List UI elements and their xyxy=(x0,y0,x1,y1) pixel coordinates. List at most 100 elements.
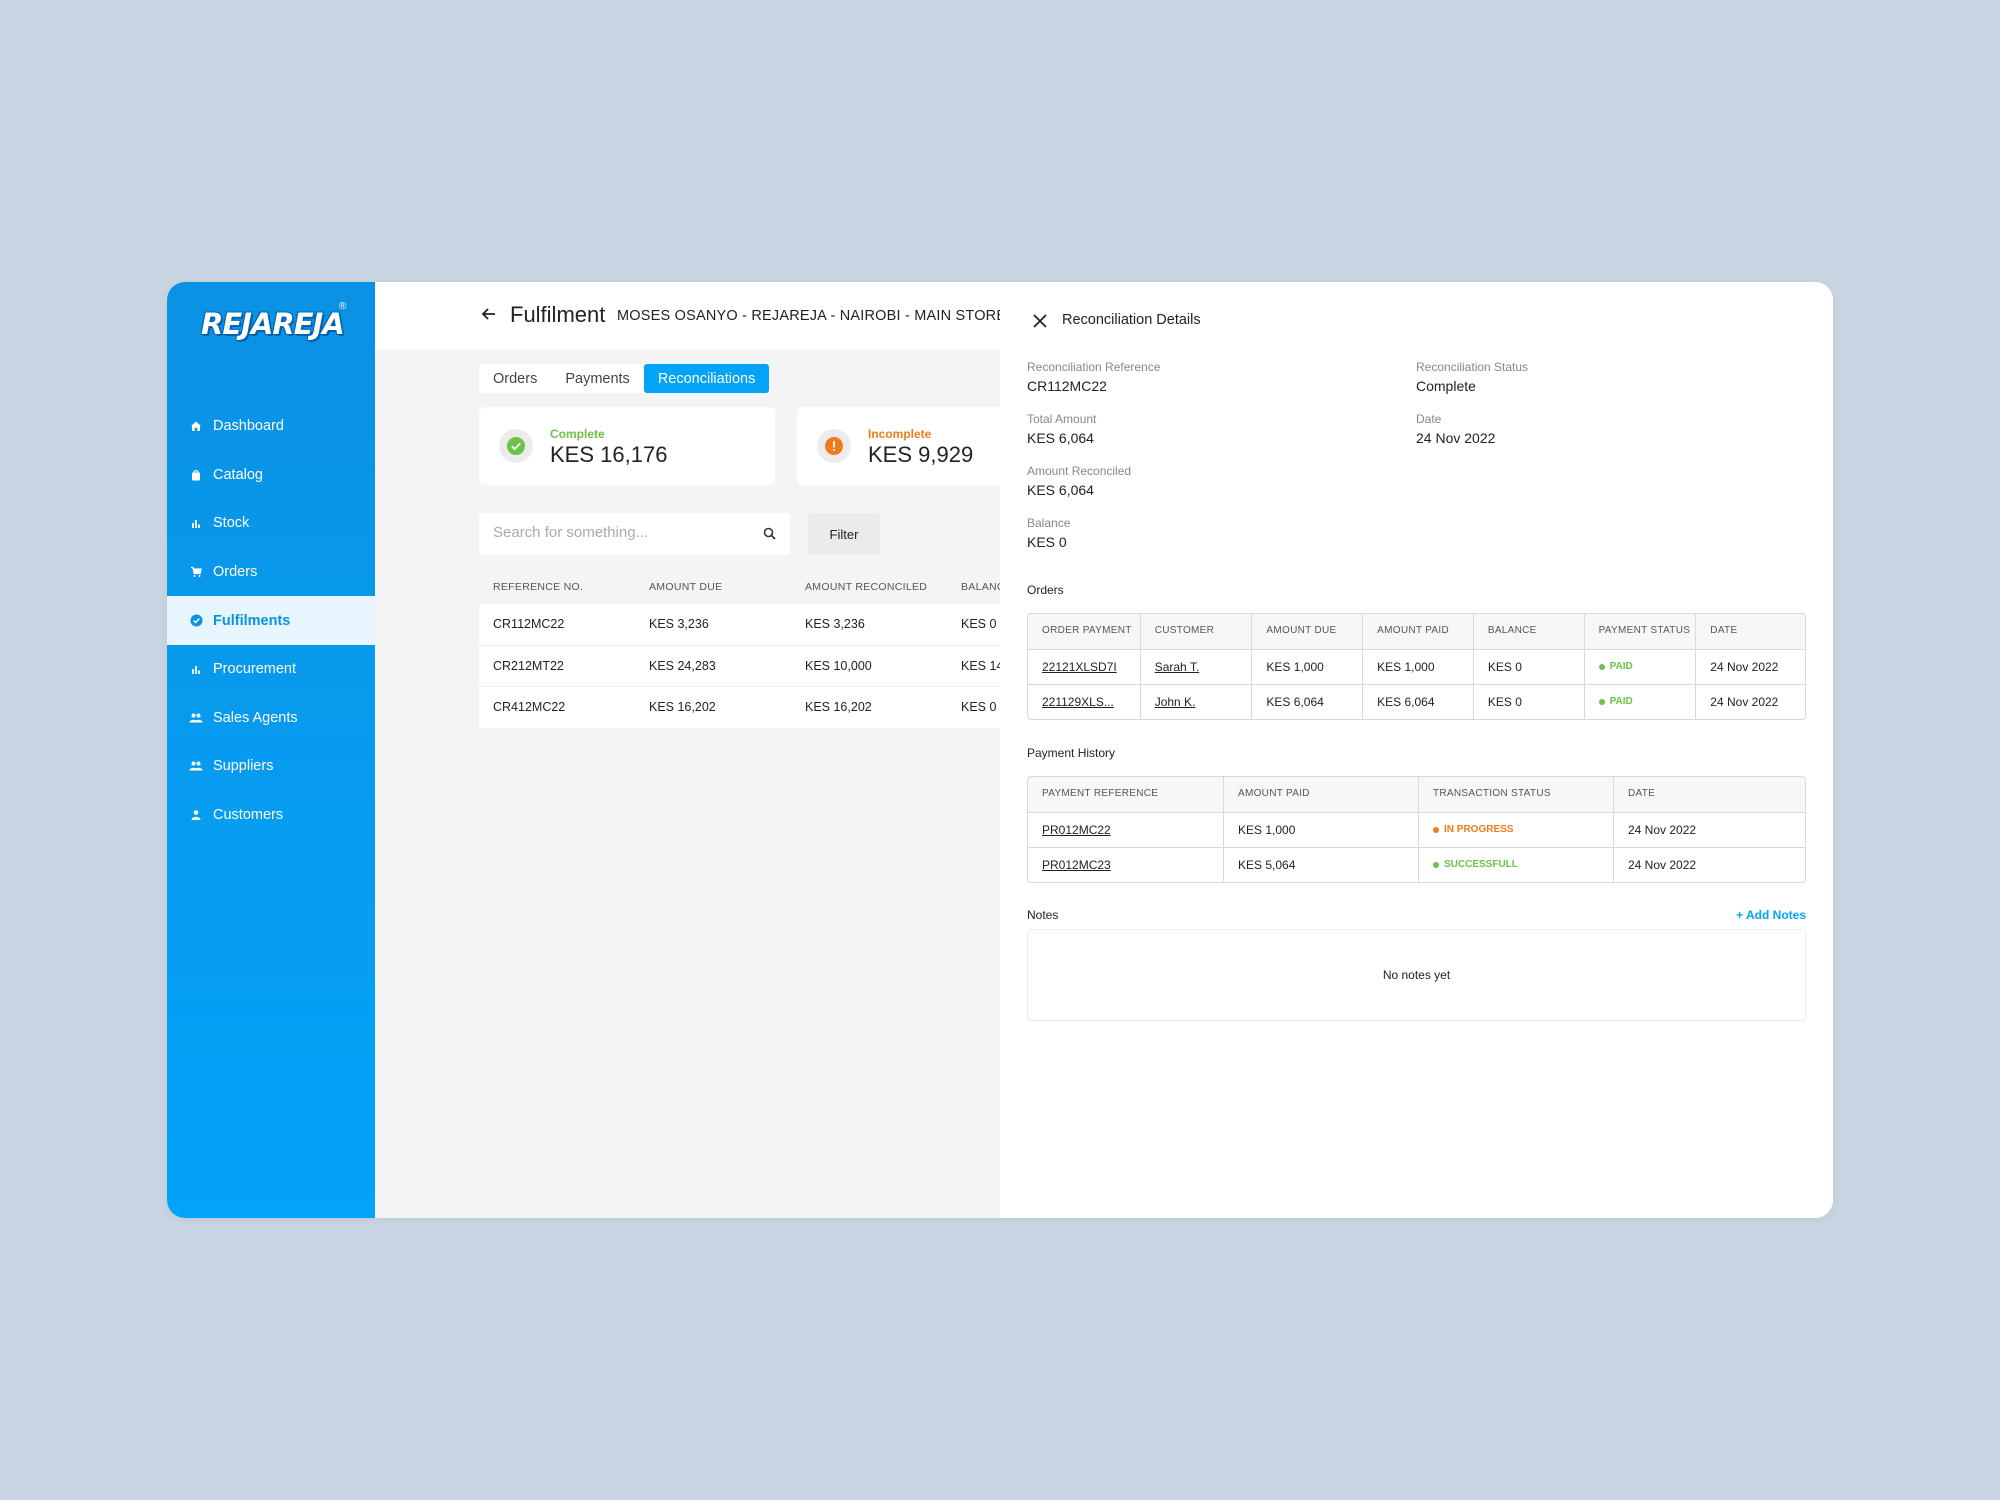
customer-link[interactable]: John K. xyxy=(1154,694,1196,709)
payment-history-section-title: Payment History xyxy=(1027,746,1116,760)
store-name: MOSES OSANYO - REJAREJA - NAIROBI - MAIN… xyxy=(617,308,1028,324)
balance-cell: KES 0 xyxy=(1472,650,1584,684)
column-header: TRANSACTION STATUS xyxy=(1418,777,1613,812)
reference-cell: CR412MC22 xyxy=(493,700,566,715)
column-header: AMOUNT PAID xyxy=(1223,777,1418,812)
payment-status-cell: PAID xyxy=(1583,650,1696,684)
alert-circle-icon xyxy=(817,429,851,463)
table-header: REFERENCE NO. AMOUNT DUE AMOUNT RECONCIL… xyxy=(479,569,1019,604)
check-circle-icon xyxy=(499,429,533,463)
home-icon xyxy=(189,419,203,433)
table-row: 22121XLSD7I Sarah T. KES 1,000 KES 1,000… xyxy=(1028,649,1805,684)
amount-reconciled-cell: KES 10,000 xyxy=(805,658,872,673)
balance-label: Balance xyxy=(1027,516,1071,530)
column-header: AMOUNT DUE xyxy=(1251,614,1362,649)
column-header: DATE xyxy=(1613,777,1805,812)
sidebar-item-label: Procurement xyxy=(213,661,297,678)
amount-due-cell: KES 1,000 xyxy=(1251,650,1362,684)
column-header: REFERENCE NO. xyxy=(493,580,584,593)
status-text: SUCCESSFULL xyxy=(1444,858,1518,870)
search-icon[interactable] xyxy=(763,527,776,545)
amount-due-cell: KES 3,236 xyxy=(649,617,709,632)
tab-bar: Orders Payments Reconciliations xyxy=(479,364,770,393)
transaction-status-cell: SUCCESSFULL xyxy=(1418,848,1613,882)
add-notes-button[interactable]: + Add Notes xyxy=(1736,908,1806,922)
status-text: IN PROGRESS xyxy=(1444,823,1514,835)
payment-reference-link[interactable]: PR012MC23 xyxy=(1042,857,1111,872)
column-header: AMOUNT DUE xyxy=(649,580,723,593)
search-input[interactable] xyxy=(493,524,743,541)
app-window: REJAREJA ® Dashboard Catalog Stock Order… xyxy=(167,282,1833,1218)
notes-section-title: Notes xyxy=(1027,908,1059,922)
sidebar-item-sales-agents[interactable]: Sales Agents xyxy=(167,694,375,743)
balance-cell: KES 0 xyxy=(1472,685,1584,719)
notes-empty-text: No notes yet xyxy=(1382,968,1451,982)
complete-summary-card: Complete KES 16,176 xyxy=(479,407,775,485)
people-icon xyxy=(189,711,203,725)
column-header: CUSTOMER xyxy=(1139,614,1252,649)
status-badge: SUCCESSFULL xyxy=(1433,858,1518,871)
sidebar-nav: Dashboard Catalog Stock Orders Fulfilmen… xyxy=(167,402,375,839)
back-arrow-icon[interactable] xyxy=(479,304,499,324)
date-label: Date xyxy=(1416,412,1442,426)
logo-text: REJAREJA xyxy=(201,307,345,341)
close-icon[interactable] xyxy=(1032,313,1048,329)
reference-cell: CR212MT22 xyxy=(493,658,564,673)
total-amount-value: KES 6,064 xyxy=(1027,430,1094,446)
column-header: PAYMENT STATUS xyxy=(1583,614,1696,649)
payment-reference-link[interactable]: PR012MC22 xyxy=(1042,822,1111,837)
logo[interactable]: REJAREJA ® xyxy=(201,297,351,357)
date-cell: 24 Nov 2022 xyxy=(1613,848,1805,882)
customer-cell: John K. xyxy=(1139,685,1252,719)
column-header: BALANCE xyxy=(1472,614,1584,649)
sidebar-item-catalog[interactable]: Catalog xyxy=(167,451,375,500)
check-circle-icon xyxy=(189,614,203,628)
status-dot xyxy=(1433,862,1439,868)
status-text: PAID xyxy=(1609,660,1633,672)
table-row[interactable]: CR212MT22 KES 24,283 KES 10,000 KES 14 xyxy=(479,646,1019,687)
column-header: PAYMENT REFERENCE xyxy=(1042,788,1159,800)
amount-due-cell: KES 6,064 xyxy=(1251,685,1362,719)
bar-chart-icon xyxy=(189,662,203,676)
table-header: ORDER PAYMENT CUSTOMER AMOUNT DUE AMOUNT… xyxy=(1028,614,1805,649)
sidebar-item-label: Catalog xyxy=(213,466,263,483)
order-link[interactable]: 22121XLSD7I xyxy=(1042,659,1117,674)
payment-status-cell: PAID xyxy=(1583,685,1696,719)
drawer-title: Reconciliation Details xyxy=(1062,312,1201,328)
balance-value: KES 0 xyxy=(1027,534,1067,550)
person-icon xyxy=(189,808,203,822)
sidebar-item-suppliers[interactable]: Suppliers xyxy=(167,742,375,791)
table-header: PAYMENT REFERENCE AMOUNT PAID TRANSACTIO… xyxy=(1028,777,1805,812)
filter-button[interactable]: Filter xyxy=(808,513,880,555)
tab-orders[interactable]: Orders xyxy=(493,370,538,387)
total-amount-label: Total Amount xyxy=(1027,412,1097,426)
table-row[interactable]: CR412MC22 KES 16,202 KES 16,202 KES 0 xyxy=(479,687,1019,729)
amount-paid-cell: KES 6,064 xyxy=(1362,685,1473,719)
sidebar-item-dashboard[interactable]: Dashboard xyxy=(167,402,375,451)
status-badge: PAID xyxy=(1598,696,1633,708)
reconciliation-details-drawer: Reconciliation Details Reconciliation Re… xyxy=(1000,282,1833,1218)
amount-reconciled-value: KES 6,064 xyxy=(1027,482,1094,498)
date-cell: 24 Nov 2022 xyxy=(1695,650,1805,684)
notes-box: No notes yet xyxy=(1027,929,1806,1021)
order-link[interactable]: 221129XLS... xyxy=(1042,694,1114,709)
column-header: AMOUNT RECONCILED xyxy=(805,580,928,593)
date-value: 24 Nov 2022 xyxy=(1416,430,1496,446)
tab-payments[interactable]: Payments xyxy=(565,370,630,387)
sidebar-item-stock[interactable]: Stock xyxy=(167,499,375,548)
column-header: DATE xyxy=(1695,614,1805,649)
balance-cell: KES 0 xyxy=(961,700,997,715)
complete-value: KES 16,176 xyxy=(550,442,668,467)
sidebar-item-label: Suppliers xyxy=(213,758,274,775)
sidebar-item-customers[interactable]: Customers xyxy=(167,791,375,840)
orders-section-title: Orders xyxy=(1027,583,1064,597)
tab-reconciliations[interactable]: Reconciliations xyxy=(643,364,770,393)
status-dot xyxy=(1598,699,1605,705)
sidebar-item-procurement[interactable]: Procurement xyxy=(167,645,375,694)
sidebar-item-fulfilments[interactable]: Fulfilments xyxy=(167,596,375,645)
sidebar-item-orders[interactable]: Orders xyxy=(167,548,375,597)
customer-link[interactable]: Sarah T. xyxy=(1154,659,1200,674)
table-row[interactable]: CR112MC22 KES 3,236 KES 3,236 KES 0 xyxy=(479,604,1019,646)
column-header: ORDER PAYMENT xyxy=(1042,625,1132,637)
reference-cell: CR112MC22 xyxy=(493,617,565,632)
